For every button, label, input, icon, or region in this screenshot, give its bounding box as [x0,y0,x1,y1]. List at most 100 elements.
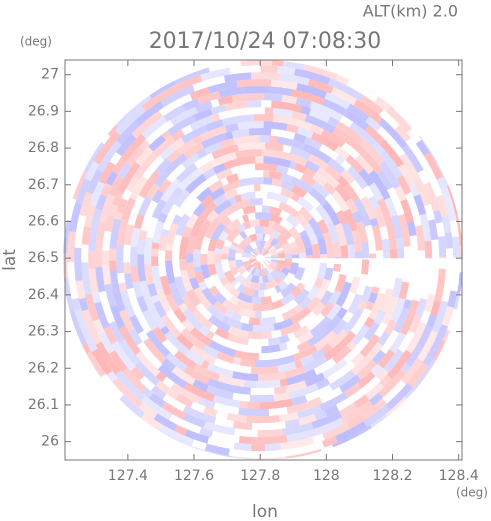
echo-cell [225,131,234,140]
echo-cell [317,262,327,280]
echo-cell [209,113,221,123]
echo-cell [346,413,366,430]
echo-cell [226,232,237,243]
echo-cell [377,331,391,346]
echo-cell [390,297,406,323]
echo-cell [124,273,134,290]
echo-cell [296,196,314,212]
echo-cell [84,203,97,228]
x-tick-label: 127.4 [108,468,148,484]
echo-cell [252,303,273,312]
echo-cell [199,125,227,142]
echo-cell [174,350,197,370]
echo-cell [116,120,140,145]
echo-cell [326,303,342,321]
echo-cell [361,214,372,227]
echo-cell [291,248,299,255]
echo-cell [383,348,404,373]
echo-cell [184,429,210,444]
echo-cell [268,170,283,180]
echo-cell [360,196,377,220]
echo-cell [204,443,230,456]
echo-cell [249,456,287,460]
echo-cell [343,183,360,202]
echo-cell [81,262,92,296]
x-tick-label: 127.6 [174,468,214,484]
echo-cell [281,307,298,321]
echo-cell [254,212,272,221]
echo-cell [271,178,283,188]
echo-cell [399,318,413,336]
echo-cell [231,312,242,322]
echo-cell [144,236,153,265]
echo-cell [147,283,158,297]
echo-cell [444,232,453,249]
echo-cell [259,135,270,143]
echo-cell [249,256,257,260]
echo-cell [202,319,214,330]
echo-cell [88,268,99,294]
echo-cell [262,275,270,283]
echo-cell [118,282,127,292]
echo-cell [355,154,374,175]
echo-cell [236,79,272,88]
echo-cell [223,72,252,83]
echo-cell [259,269,261,277]
echo-cell [208,314,231,333]
echo-cell [104,215,115,232]
subtitle: ALT(km) 2.0 [363,2,458,21]
echo-cell [240,60,273,67]
echo-cell [175,213,191,237]
echo-cell [260,268,266,277]
echo-cell [268,206,283,217]
echo-cell [170,382,202,404]
echo-cell [310,132,330,146]
echo-cell [111,340,136,372]
echo-cell [284,418,300,429]
echo-cell [332,345,352,364]
echo-cell [179,259,188,271]
echo-cell [371,141,386,156]
echo-cell [194,271,205,284]
echo-cell [248,317,261,326]
echo-cell [265,265,274,274]
echo-cell [232,371,259,382]
echo-cell [258,276,264,284]
echo-cell [263,251,270,257]
echo-cell [344,110,370,131]
echo-cell [161,193,179,216]
echo-cell [293,304,303,314]
echo-cell [293,344,318,362]
echo-cell [293,288,310,305]
echo-cell [215,207,232,223]
echo-cell [316,377,331,390]
echo-cell [249,281,261,291]
echo-cell [255,247,259,255]
echo-cell [200,71,213,82]
echo-cell [311,243,321,259]
echo-cell [332,318,348,336]
echo-cell [123,224,135,246]
echo-cell [198,280,208,291]
echo-cell [384,197,398,218]
echo-cell [186,234,197,254]
echo-cell [272,107,294,118]
echo-cell [268,220,276,229]
echo-cell [314,410,328,421]
echo-cell [371,341,384,355]
echo-cell [177,168,203,192]
echo-cell [235,246,245,255]
echo-cell [254,240,261,248]
echo-cell [320,302,335,318]
echo-cell [250,388,274,396]
echo-cell [346,340,357,351]
echo-cell [284,253,293,259]
echo-cell [146,183,160,200]
echo-cell [403,299,413,310]
echo-cell [173,308,187,324]
echo-cell [324,314,342,333]
echo-cell [193,108,213,122]
echo-cell [371,286,380,295]
echo-cell [362,398,387,420]
echo-cell [200,253,208,265]
